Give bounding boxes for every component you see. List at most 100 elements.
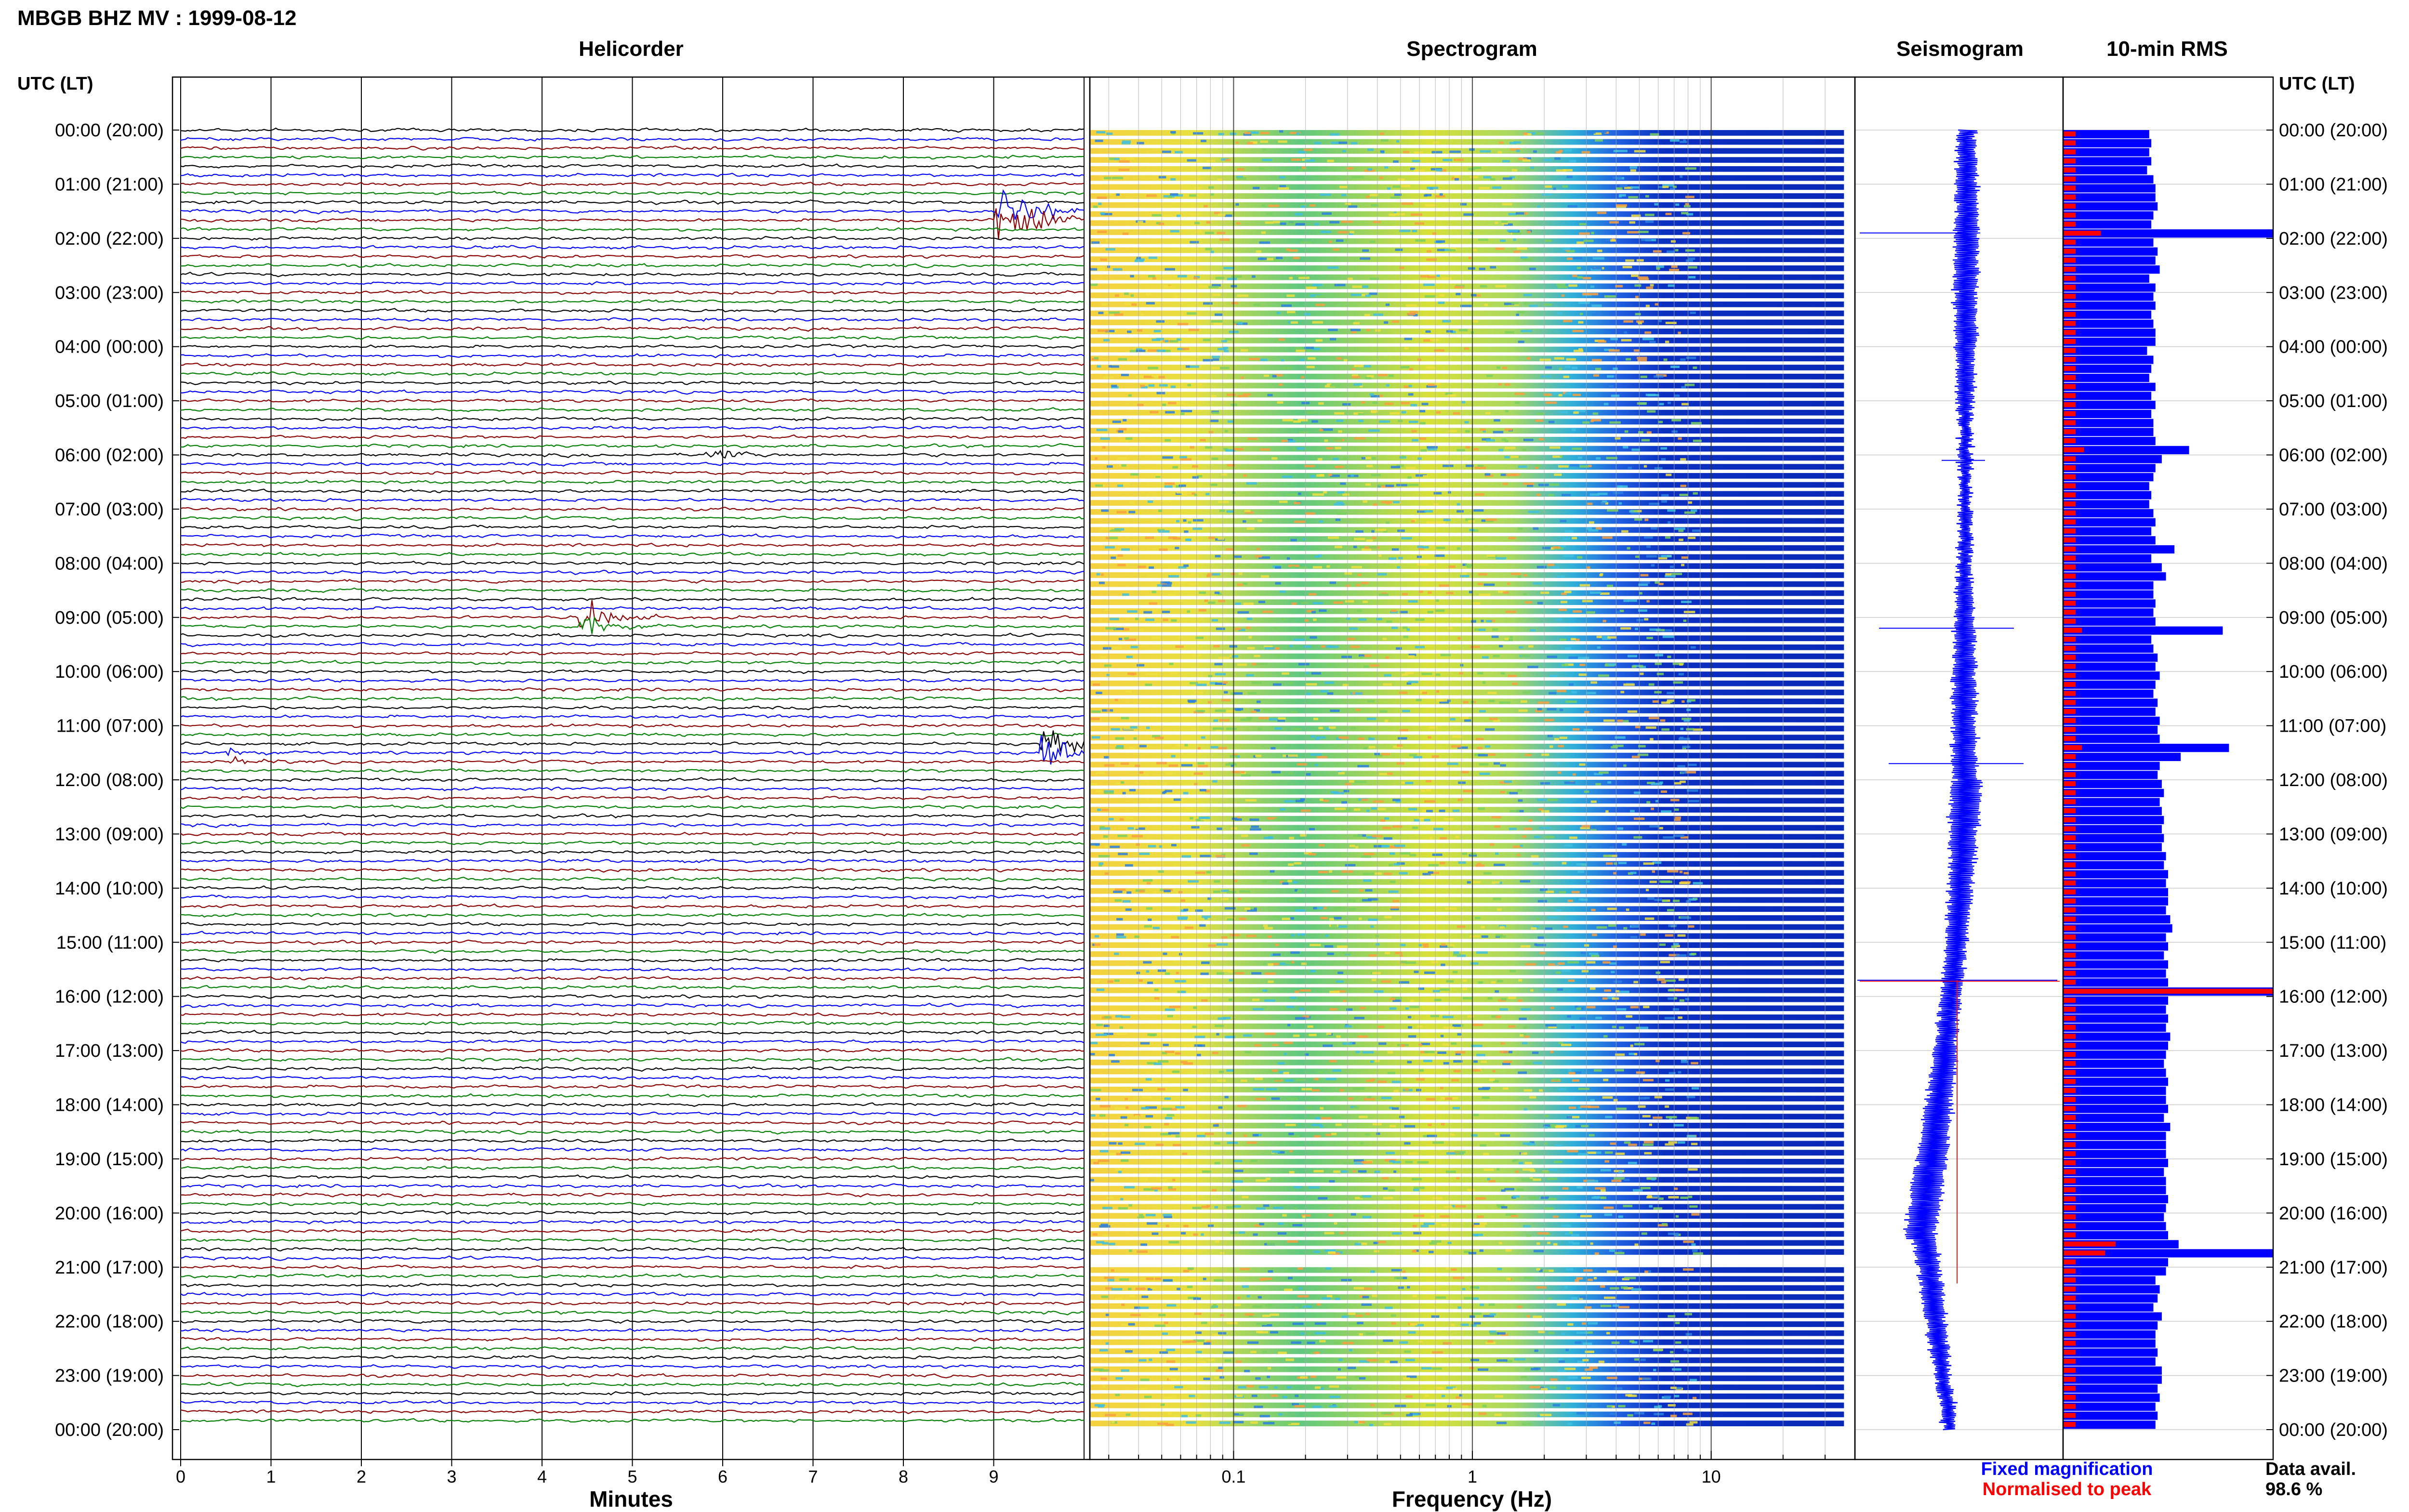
spectrogram-speckle: [1289, 1150, 1293, 1153]
rms-bar: [2063, 915, 2171, 924]
spectrogram-speckle: [1278, 880, 1286, 882]
spectrogram-speckle: [1443, 158, 1453, 161]
spectrogram-speckle: [1259, 241, 1271, 244]
spectrogram-speckle: [1579, 232, 1590, 235]
rms-normalised-bar: [2063, 230, 2101, 236]
spectrogram-speckle: [1468, 267, 1475, 270]
spectrogram-speckle: [1169, 662, 1174, 665]
spectrogram-speckle: [1284, 1288, 1293, 1291]
spectrogram-speckle: [1170, 131, 1176, 133]
spectrogram-speckle: [1214, 1142, 1220, 1145]
spectrogram-speckle: [1157, 584, 1161, 587]
spectrogram-speckle: [1170, 672, 1178, 675]
spectrogram-speckle: [1469, 591, 1473, 593]
spectrogram-speckle: [1326, 1295, 1333, 1298]
spectrogram-speckle: [1471, 1044, 1482, 1047]
helicorder-trace: [180, 182, 1085, 187]
spectrogram-speckle: [1166, 1114, 1175, 1117]
spectrogram-speckle: [1342, 684, 1349, 686]
spectrogram-speckle: [1134, 1306, 1141, 1309]
spectrogram-speckle: [1576, 1186, 1582, 1189]
spectrogram-speckle: [1498, 448, 1504, 451]
spectrogram-speckle: [1401, 202, 1413, 205]
spectrogram-speckle: [1679, 539, 1683, 541]
rms-normalised-bar: [2063, 393, 2076, 398]
spectrogram-speckle: [1648, 717, 1659, 720]
rms-bar: [2063, 771, 2158, 779]
spectrogram-speckle: [1564, 1286, 1568, 1288]
spectrogram-speckle: [1501, 1189, 1506, 1192]
spectrogram-speckle: [1649, 1205, 1653, 1208]
spectrogram-speckle: [1401, 781, 1407, 784]
spectrogram-speckle: [1331, 1132, 1337, 1135]
rms-bar: [2063, 563, 2162, 572]
spectrogram-speckle: [1326, 447, 1334, 450]
spectrogram-speckle: [1361, 798, 1368, 801]
spectrogram-speckle: [1612, 997, 1619, 1000]
rms-bar: [2063, 409, 2152, 418]
spectrogram-speckle: [1111, 556, 1116, 559]
rms-normalised-bar: [2063, 330, 2076, 335]
spectrogram-speckle: [1319, 429, 1324, 432]
spectrogram-speckle: [1187, 383, 1191, 386]
rms-bar: [2063, 346, 2147, 355]
left-time-tick-label: 02:00 (22:00): [55, 229, 164, 249]
spectrogram-speckle: [1223, 267, 1235, 270]
spectrogram-speckle: [1362, 285, 1369, 288]
spectrogram-speckle: [1233, 1159, 1243, 1162]
helicorder-trace: [180, 227, 1085, 232]
spectrogram-speckle: [1363, 853, 1375, 855]
rms-normalised-bar: [2063, 438, 2076, 444]
spectrogram-speckle: [1561, 294, 1565, 297]
spectrogram-speckle: [1383, 683, 1392, 686]
spectrogram-speckle: [1539, 827, 1551, 829]
spectrogram-speckle: [1451, 1205, 1455, 1208]
spectrogram-speckle: [1386, 521, 1390, 524]
spectrogram-speckle: [1598, 907, 1605, 910]
spectrogram-speckle: [1617, 827, 1624, 830]
spectrogram-speckle: [1368, 737, 1375, 740]
spectrogram-speckle: [1381, 1412, 1391, 1415]
spectrogram-speckle: [1525, 753, 1532, 756]
spectrogram-speckle: [1265, 221, 1274, 224]
spectrogram-speckle: [1597, 492, 1608, 495]
spectrogram-speckle: [1115, 1297, 1123, 1300]
spectrogram-speckle: [1097, 230, 1107, 233]
rms-normalised-bar: [2063, 1052, 2076, 1057]
helicorder-trace: [180, 569, 1085, 575]
spectrogram-speckle: [1176, 214, 1181, 217]
spectrogram-speckle: [1609, 855, 1617, 857]
spectrogram-speckle: [1146, 302, 1155, 305]
spectrogram-speckle: [1132, 1089, 1143, 1091]
helicorder-x-tick-label: 6: [718, 1467, 728, 1486]
spectrogram-speckle: [1270, 501, 1278, 504]
spectrogram-speckle: [1354, 365, 1364, 368]
spectrogram-speckle: [1199, 592, 1206, 594]
helicorder-x-tick-label: 1: [266, 1467, 276, 1486]
spectrogram-speckle: [1147, 981, 1153, 984]
spectrogram-speckle: [1159, 1351, 1168, 1354]
spectrogram-speckle: [1183, 564, 1189, 567]
spectrogram-speckle: [1475, 294, 1481, 297]
right-time-tick-label: 19:00 (15:00): [2279, 1149, 2388, 1170]
spectrogram-speckle: [1529, 1196, 1538, 1199]
spectrogram-speckle: [1284, 1270, 1289, 1273]
spectrogram-speckle: [1354, 1017, 1364, 1020]
spectrogram-speckle: [1525, 963, 1536, 966]
spectrogram-speckle: [1500, 998, 1507, 1000]
left-time-tick-label: 06:00 (02:00): [55, 446, 164, 466]
spectrogram-speckle: [1090, 1179, 1094, 1182]
spectrogram-speckle: [1119, 1026, 1124, 1029]
spectrogram-speckle: [1584, 963, 1594, 966]
rms-normalised-bar: [2063, 718, 2076, 723]
spectrogram-speckle: [1137, 664, 1145, 667]
spectrogram-speckle: [1337, 945, 1348, 948]
spectrogram-speckle: [1231, 764, 1234, 767]
spectrogram-speckle: [1559, 1360, 1565, 1363]
right-time-tick-label: 14:00 (10:00): [2279, 879, 2388, 899]
spectrogram-speckle: [1175, 1106, 1185, 1109]
spectrogram-speckle: [1642, 1115, 1651, 1118]
spectrogram-speckle: [1336, 357, 1342, 360]
spectrogram-speckle: [1189, 1394, 1195, 1397]
spectrogram-row: [1090, 735, 1844, 741]
